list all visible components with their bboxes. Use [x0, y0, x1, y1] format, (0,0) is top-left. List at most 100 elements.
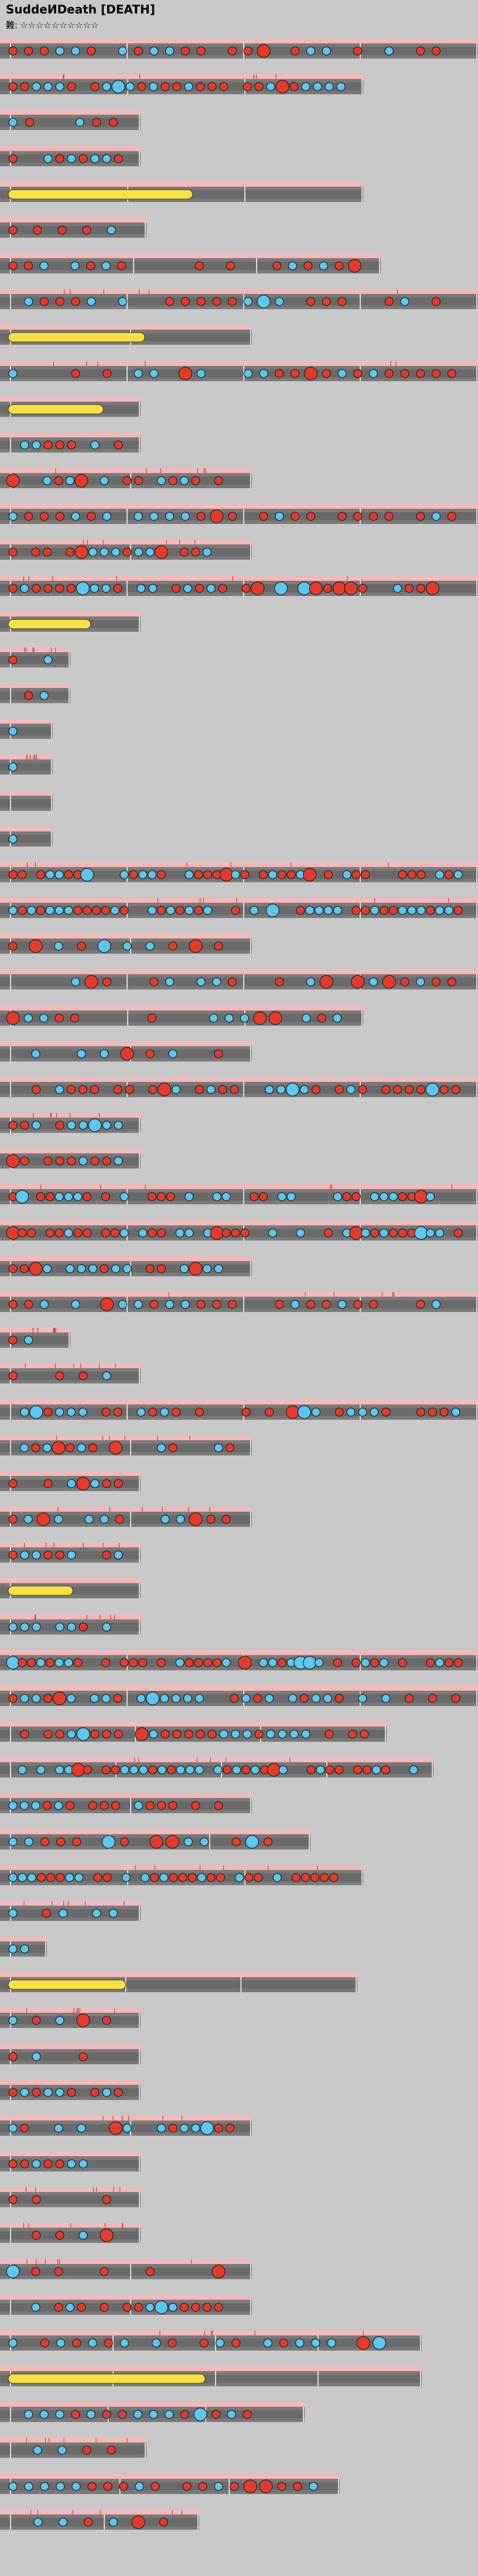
lane-row: [0, 1149, 141, 1169]
note: [196, 1300, 206, 1309]
note: [18, 1658, 27, 1667]
note: [67, 1729, 76, 1739]
note: [238, 1656, 252, 1670]
note: [118, 1300, 127, 1309]
note: [178, 1873, 187, 1882]
note: [244, 1873, 254, 1882]
note: [77, 1264, 86, 1273]
note: [67, 440, 76, 450]
note: [277, 1192, 286, 1201]
bpm-band: [0, 1578, 141, 1583]
note: [191, 476, 200, 485]
note: [243, 2410, 252, 2419]
lane-row: [0, 1972, 357, 1992]
note: [334, 1085, 344, 1094]
note: [65, 547, 75, 557]
note: [358, 1085, 367, 1094]
note: [323, 870, 333, 879]
lane-row: [0, 397, 141, 417]
note: [6, 1011, 20, 1025]
note: [134, 1300, 143, 1309]
note: [351, 975, 365, 989]
note: [196, 977, 206, 986]
bpm-band: [0, 1543, 141, 1547]
note: [453, 906, 463, 915]
note: [70, 1013, 80, 1023]
note: [351, 1192, 361, 1201]
note: [90, 2088, 100, 2097]
note: [444, 906, 453, 915]
note: [431, 977, 441, 986]
note: [92, 118, 101, 127]
note: [114, 2088, 123, 2097]
note: [42, 1264, 52, 1273]
note: [211, 2265, 226, 2279]
note: [108, 1441, 123, 1455]
note: [278, 1765, 288, 1775]
note: [303, 261, 313, 270]
note: [196, 1729, 205, 1739]
note: [160, 1407, 169, 1417]
lane-row: [0, 468, 252, 488]
note: [149, 369, 159, 378]
note: [275, 1300, 284, 1309]
note: [334, 261, 344, 270]
difficulty: 難: ☆☆☆☆☆☆☆☆☆☆: [6, 19, 101, 31]
note: [172, 1729, 182, 1739]
note: [223, 1765, 232, 1775]
note: [431, 297, 441, 306]
note: [400, 977, 409, 986]
note: [24, 46, 33, 56]
note: [180, 512, 190, 521]
bpm-band: [0, 468, 252, 473]
note: [145, 1049, 155, 1059]
note: [175, 906, 185, 915]
note: [90, 1085, 99, 1094]
note: [86, 261, 95, 270]
note: [90, 1156, 100, 1166]
note: [210, 1226, 224, 1240]
difficulty-stars: ☆☆☆☆☆☆☆☆☆☆: [20, 20, 99, 30]
note: [101, 261, 111, 270]
note: [8, 2052, 18, 2061]
note: [67, 154, 76, 163]
note: [66, 1407, 76, 1417]
note: [148, 584, 158, 593]
note: [59, 2517, 68, 2527]
note: [166, 1765, 176, 1775]
note: [351, 1658, 361, 1667]
note: [342, 1192, 351, 1201]
note: [168, 476, 177, 485]
note: [33, 2445, 42, 2455]
note: [416, 46, 425, 56]
drumroll: [8, 404, 104, 415]
lane-row: [0, 648, 70, 667]
note: [400, 369, 409, 378]
bpm-band: [0, 862, 478, 867]
note: [6, 1226, 20, 1240]
note: [147, 1228, 157, 1238]
note: [104, 2338, 113, 2348]
note: [251, 581, 265, 595]
note: [361, 1228, 370, 1238]
note: [258, 870, 268, 879]
note: [191, 547, 200, 557]
note: [384, 46, 394, 56]
note: [384, 369, 394, 378]
note: [125, 82, 135, 91]
note: [149, 1300, 159, 1309]
note: [55, 2410, 64, 2419]
note: [179, 476, 189, 485]
note: [103, 1873, 112, 1882]
note: [320, 1873, 329, 1882]
note: [323, 1694, 332, 1703]
note: [67, 1479, 76, 1488]
bpm-band: [0, 1436, 252, 1440]
note: [348, 1729, 357, 1739]
note: [332, 581, 346, 595]
note: [221, 1658, 231, 1667]
note: [36, 870, 46, 879]
note: [43, 655, 53, 664]
note: [36, 1873, 46, 1882]
bpm-band: [0, 898, 478, 903]
